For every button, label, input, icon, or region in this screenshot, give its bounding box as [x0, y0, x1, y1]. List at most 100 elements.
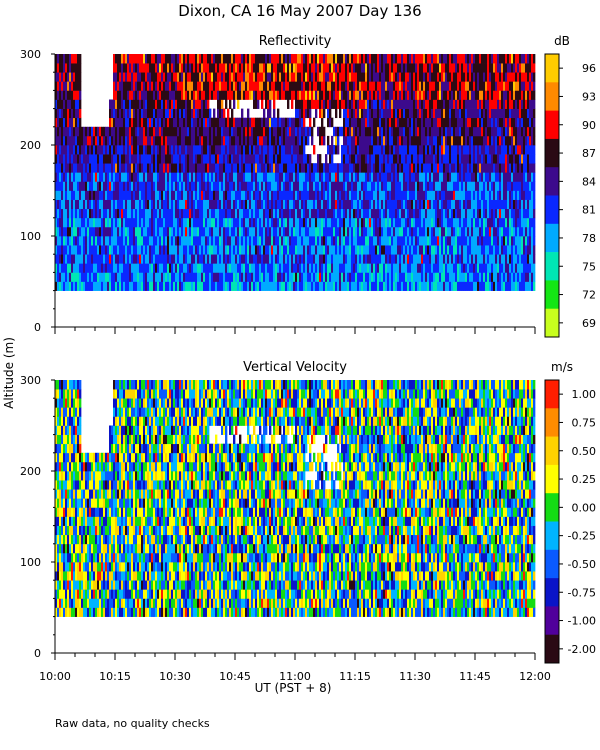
heatmap-cell	[355, 272, 358, 282]
heatmap-cell	[323, 108, 326, 119]
heatmap-cell	[403, 245, 406, 255]
heatmap-cell	[193, 81, 196, 91]
heatmap-cell	[301, 199, 304, 210]
heatmap-cell	[199, 208, 202, 219]
heatmap-cell	[285, 245, 288, 255]
heatmap-cell	[193, 263, 196, 273]
heatmap-cell	[389, 254, 392, 264]
heatmap-cell	[323, 90, 326, 100]
heatmap-cell	[437, 199, 440, 210]
heatmap-cell	[389, 272, 392, 282]
heatmap-cell	[199, 135, 202, 146]
heatmap-cell	[151, 163, 154, 173]
heatmap-cell	[383, 281, 386, 291]
heatmap-cell	[261, 199, 264, 210]
heatmap-cell	[293, 154, 296, 164]
heatmap-cell	[167, 272, 170, 282]
heatmap-cell	[253, 117, 256, 128]
heatmap-cell	[411, 199, 414, 210]
heatmap-cell	[371, 54, 374, 64]
heatmap-cell	[305, 272, 308, 282]
heatmap-cell	[257, 135, 260, 146]
heatmap-cell	[367, 126, 370, 137]
heatmap-cell	[235, 126, 238, 137]
heatmap-cell	[287, 81, 290, 91]
heatmap-cell	[163, 254, 166, 264]
heatmap-cell	[347, 117, 350, 128]
heatmap-cell	[75, 208, 78, 219]
heatmap-cell	[169, 245, 172, 255]
heatmap-cell	[289, 63, 292, 73]
heatmap-cell	[427, 263, 430, 273]
heatmap-cell	[233, 245, 236, 255]
heatmap-cell	[371, 145, 374, 155]
heatmap-cell	[125, 54, 128, 64]
heatmap-cell	[335, 226, 338, 237]
heatmap-cell	[267, 117, 270, 128]
heatmap-cell	[267, 108, 270, 119]
heatmap-cell	[227, 272, 230, 282]
heatmap-cell	[423, 154, 426, 164]
heatmap-cell	[191, 63, 194, 73]
heatmap-cell	[429, 272, 432, 282]
heatmap-cell	[67, 126, 70, 137]
heatmap-cell	[411, 281, 414, 291]
heatmap-cell	[259, 90, 262, 100]
heatmap-cell	[117, 72, 120, 82]
heatmap-cell	[385, 217, 388, 228]
heatmap-cell	[431, 181, 434, 191]
heatmap-cell	[231, 263, 234, 273]
heatmap-cell	[89, 145, 92, 155]
heatmap-cell	[307, 90, 310, 100]
heatmap-cell	[311, 254, 314, 264]
heatmap-cell	[121, 72, 124, 82]
heatmap-cell	[101, 217, 104, 228]
heatmap-cell	[327, 108, 330, 119]
heatmap-cell	[389, 54, 392, 64]
heatmap-cell	[437, 172, 440, 182]
heatmap-cell	[161, 63, 164, 73]
heatmap-cell	[407, 154, 410, 164]
heatmap-cell	[149, 281, 152, 291]
heatmap-cell	[55, 135, 58, 146]
heatmap-cell	[195, 190, 198, 200]
heatmap-cell	[289, 254, 292, 264]
heatmap-cell	[261, 145, 264, 155]
heatmap-cell	[423, 217, 426, 228]
heatmap-cell	[89, 226, 92, 237]
heatmap-cell	[105, 236, 108, 246]
heatmap-cell	[107, 181, 110, 191]
heatmap-cell	[323, 281, 326, 291]
heatmap-cell	[81, 217, 84, 228]
heatmap-cell	[407, 254, 410, 264]
heatmap-cell	[253, 245, 256, 255]
heatmap-cell	[145, 272, 148, 282]
heatmap-cell	[247, 172, 250, 182]
heatmap-cell	[315, 208, 318, 219]
heatmap-cell	[209, 263, 212, 273]
heatmap-cell	[277, 145, 280, 155]
heatmap-cell	[319, 254, 322, 264]
heatmap-cell	[193, 117, 196, 128]
heatmap-cell	[171, 154, 174, 164]
heatmap-cell	[345, 172, 348, 182]
heatmap-cell	[171, 254, 174, 264]
heatmap-cell	[211, 54, 214, 64]
heatmap-cell	[367, 63, 370, 73]
heatmap-cell	[229, 254, 232, 264]
heatmap-cell	[255, 245, 258, 255]
heatmap-cell	[125, 272, 128, 282]
heatmap-cell	[235, 263, 238, 273]
heatmap-cell	[445, 90, 448, 100]
heatmap-cell	[201, 226, 204, 237]
heatmap-cell	[145, 90, 148, 100]
heatmap-cell	[377, 245, 380, 255]
heatmap-cell	[435, 217, 438, 228]
heatmap-cell	[371, 208, 374, 219]
heatmap-cell	[365, 154, 368, 164]
heatmap-cell	[325, 263, 328, 273]
heatmap-cell	[337, 199, 340, 210]
heatmap-cell	[377, 181, 380, 191]
heatmap-cell	[239, 90, 242, 100]
heatmap-cell	[431, 172, 434, 182]
